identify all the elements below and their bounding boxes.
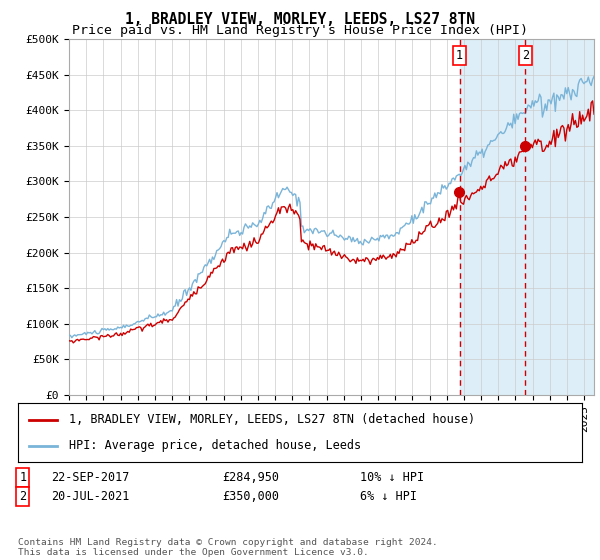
Text: Price paid vs. HM Land Registry's House Price Index (HPI): Price paid vs. HM Land Registry's House … <box>72 24 528 37</box>
Bar <box>460 39 596 395</box>
Text: 1: 1 <box>456 49 463 62</box>
Text: 2: 2 <box>19 490 26 503</box>
Text: £350,000: £350,000 <box>222 490 279 503</box>
Text: 1, BRADLEY VIEW, MORLEY, LEEDS, LS27 8TN: 1, BRADLEY VIEW, MORLEY, LEEDS, LS27 8TN <box>125 12 475 27</box>
Text: 20-JUL-2021: 20-JUL-2021 <box>51 490 130 503</box>
Text: Contains HM Land Registry data © Crown copyright and database right 2024.
This d: Contains HM Land Registry data © Crown c… <box>18 538 438 557</box>
Text: 6% ↓ HPI: 6% ↓ HPI <box>360 490 417 503</box>
Text: HPI: Average price, detached house, Leeds: HPI: Average price, detached house, Leed… <box>69 439 361 452</box>
Text: 1, BRADLEY VIEW, MORLEY, LEEDS, LS27 8TN (detached house): 1, BRADLEY VIEW, MORLEY, LEEDS, LS27 8TN… <box>69 413 475 426</box>
Text: 22-SEP-2017: 22-SEP-2017 <box>51 470 130 484</box>
Text: 1: 1 <box>19 470 26 484</box>
Text: £284,950: £284,950 <box>222 470 279 484</box>
Text: 10% ↓ HPI: 10% ↓ HPI <box>360 470 424 484</box>
Text: 2: 2 <box>522 49 529 62</box>
